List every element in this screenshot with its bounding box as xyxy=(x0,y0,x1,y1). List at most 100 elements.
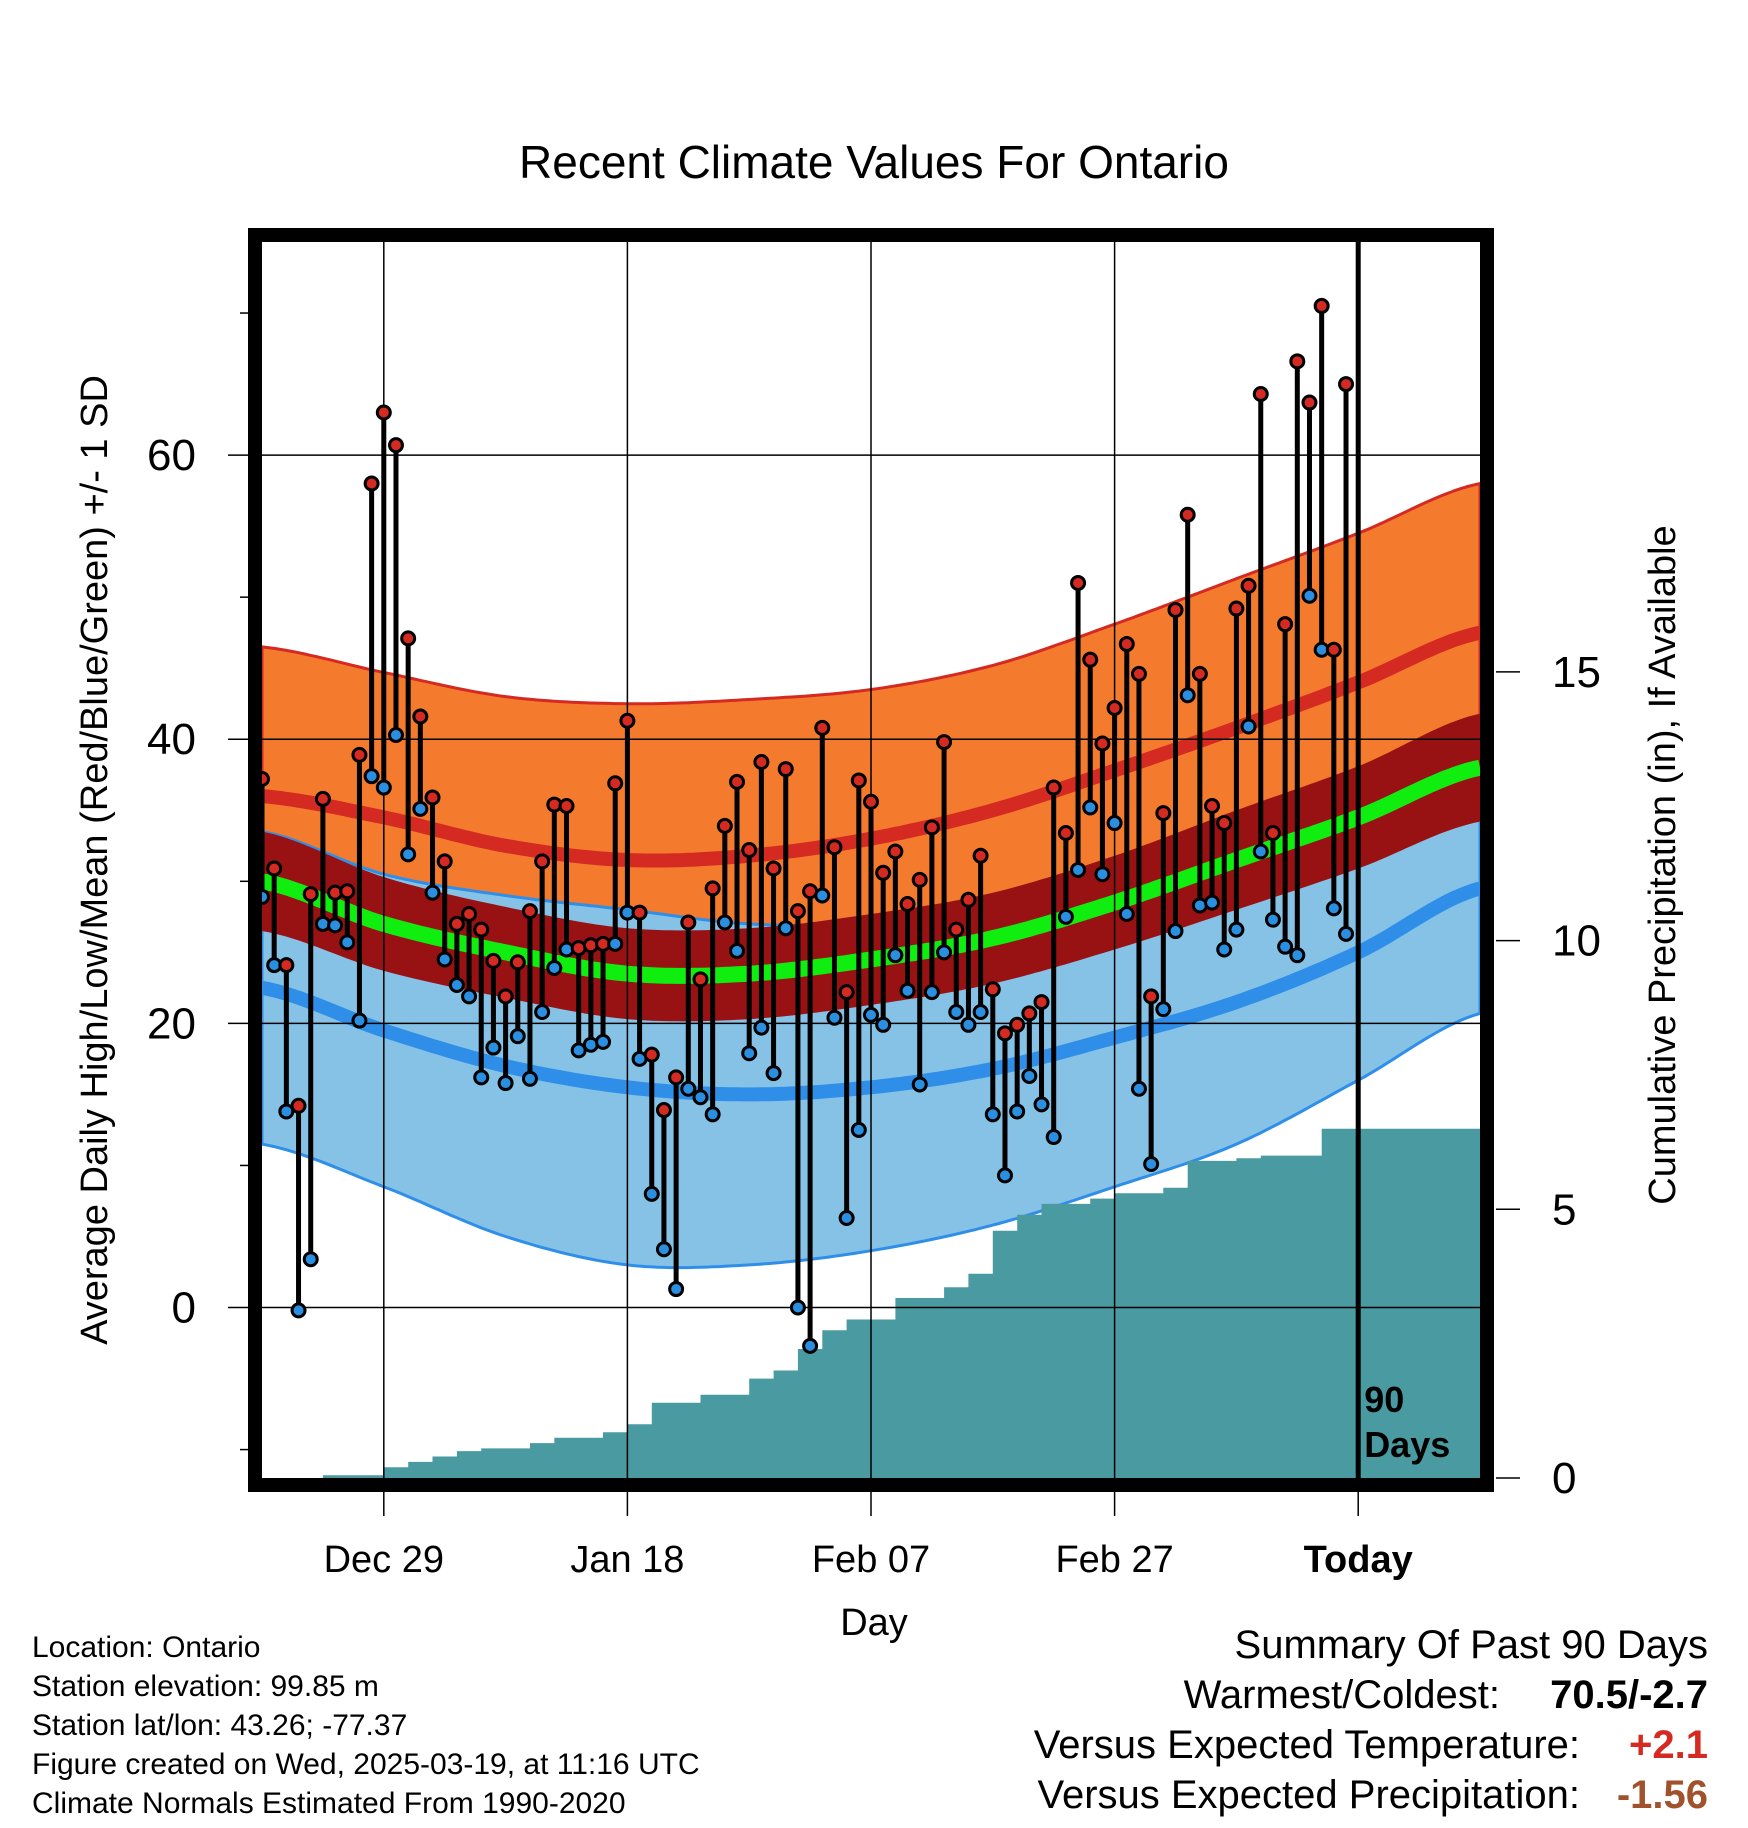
daily-high-dot xyxy=(1216,815,1233,832)
plot-frame xyxy=(248,228,1494,1492)
y-tick-label: 20 xyxy=(147,999,196,1048)
daily-low-dot xyxy=(485,1039,502,1056)
created-text: Figure created on Wed, 2025-03-19, at 11… xyxy=(32,1748,700,1781)
y2-axis-label: Cumulative Precipitation (in), If Availa… xyxy=(1642,525,1684,1204)
daily-low-dot xyxy=(887,947,904,964)
y-tick-label: 40 xyxy=(147,715,196,764)
daily-low-dot xyxy=(339,934,356,951)
daily-low-dot xyxy=(680,1080,697,1097)
temp-label: Versus Expected Temperature: xyxy=(1033,1723,1580,1767)
daily-low-dot xyxy=(497,1075,514,1092)
daily-low-dot xyxy=(509,1028,526,1045)
daily-high-dot xyxy=(1277,616,1294,633)
daily-low-dot xyxy=(643,1185,660,1202)
daily-low-dot xyxy=(1228,921,1245,938)
y2-tick-label: 10 xyxy=(1552,917,1601,966)
y2-tick-label: 0 xyxy=(1552,1454,1576,1503)
daily-low-dot xyxy=(1082,799,1099,816)
x-tick-label: Jan 18 xyxy=(570,1539,684,1581)
x-tick-label: Feb 27 xyxy=(1055,1539,1173,1581)
daily-low-dot xyxy=(1216,941,1233,958)
precip-label: Versus Expected Precipitation: xyxy=(1037,1773,1580,1817)
x-tick-label: Today xyxy=(1304,1539,1413,1581)
x-axis-label: Day xyxy=(840,1602,908,1644)
daily-low-dot xyxy=(436,951,453,968)
marker-label-line-1: 90 xyxy=(1364,1379,1404,1420)
daily-low-dot xyxy=(1289,947,1306,964)
daily-low-dot xyxy=(387,726,404,743)
daily-low-dot xyxy=(911,1076,928,1093)
daily-low-dot xyxy=(424,884,441,901)
daily-low-dot xyxy=(473,1069,490,1086)
daily-high-dot xyxy=(741,842,758,859)
daily-high-dot xyxy=(1009,1016,1026,1033)
daily-high-dot xyxy=(1130,665,1147,682)
daily-high-dot xyxy=(1325,641,1342,658)
daily-high-dot xyxy=(485,952,502,969)
daily-low-dot xyxy=(262,888,270,905)
daily-high-dot xyxy=(473,921,490,938)
daily-low-dot xyxy=(838,1210,855,1227)
summary-title-row: Summary Of Past 90 Days xyxy=(888,1620,1708,1670)
daily-low-dot xyxy=(1057,908,1074,925)
daily-high-dot xyxy=(1228,600,1245,617)
daily-low-dot xyxy=(1301,587,1318,604)
daily-high-dot xyxy=(262,771,270,788)
daily-low-dot xyxy=(972,1004,989,1021)
daily-low-dot xyxy=(521,1070,538,1087)
daily-low-dot xyxy=(984,1106,1001,1123)
daily-low-dot xyxy=(1179,687,1196,704)
daily-high-dot xyxy=(643,1046,660,1063)
daily-low-dot xyxy=(863,1006,879,1023)
daily-low-dot xyxy=(765,1065,782,1082)
daily-low-dot xyxy=(899,982,916,999)
warm-cold-label: Warmest/Coldest: xyxy=(1183,1673,1500,1717)
daily-high-dot xyxy=(1240,577,1257,594)
daily-low-dot xyxy=(351,1012,368,1029)
daily-high-dot xyxy=(1289,353,1306,370)
daily-low-dot xyxy=(1143,1156,1160,1173)
daily-high-dot xyxy=(400,630,417,647)
x-tick-label: Dec 29 xyxy=(324,1539,444,1581)
daily-high-dot xyxy=(314,790,331,807)
daily-high-dot xyxy=(1143,988,1160,1005)
daily-low-dot xyxy=(400,846,417,863)
daily-low-dot xyxy=(960,1016,977,1033)
daily-high-dot xyxy=(777,761,794,778)
daily-high-dot xyxy=(936,734,953,751)
daily-high-dot xyxy=(838,984,855,1001)
daily-high-dot xyxy=(850,772,867,789)
precip-row: Versus Expected Precipitation: -1.56 xyxy=(888,1770,1708,1820)
daily-low-dot xyxy=(850,1121,867,1138)
daily-low-dot xyxy=(777,920,794,937)
daily-high-dot xyxy=(339,883,356,900)
summary-panel: Summary Of Past 90 Days Warmest/Coldest:… xyxy=(888,1620,1708,1820)
daily-high-dot xyxy=(1070,574,1087,591)
daily-high-dot xyxy=(351,746,368,763)
daily-low-dot xyxy=(1033,1096,1050,1113)
daily-low-dot xyxy=(936,944,953,961)
chart-axes: 0 20 40 60 0 5 10 15 Dec 29 Jan 18 Feb 07 Feb 27 Tod… xyxy=(147,228,1601,1581)
daily-high-dot xyxy=(960,891,977,908)
daily-low-dot xyxy=(655,1241,672,1258)
daily-high-dot xyxy=(1338,376,1355,393)
daily-high-dot xyxy=(863,793,879,810)
daily-low-dot xyxy=(278,1103,295,1120)
y2-tick-label: 5 xyxy=(1552,1185,1576,1234)
daily-high-dot xyxy=(497,988,514,1005)
daily-low-dot xyxy=(826,1009,843,1026)
daily-low-dot xyxy=(692,1089,709,1106)
daily-low-dot xyxy=(814,887,831,904)
x-tick-label: Feb 07 xyxy=(812,1539,930,1581)
daily-high-dot xyxy=(984,981,1001,998)
daily-high-dot xyxy=(1106,699,1123,716)
y-tick-label: 60 xyxy=(147,431,196,480)
daily-high-dot xyxy=(1021,1005,1038,1022)
daily-high-dot xyxy=(668,1069,685,1086)
daily-low-dot xyxy=(716,914,733,931)
temp-value: +2.1 xyxy=(1629,1723,1708,1767)
daily-high-dot xyxy=(266,860,283,877)
daily-low-dot xyxy=(607,935,624,952)
temp-row: Versus Expected Temperature: +2.1 xyxy=(888,1720,1708,1770)
